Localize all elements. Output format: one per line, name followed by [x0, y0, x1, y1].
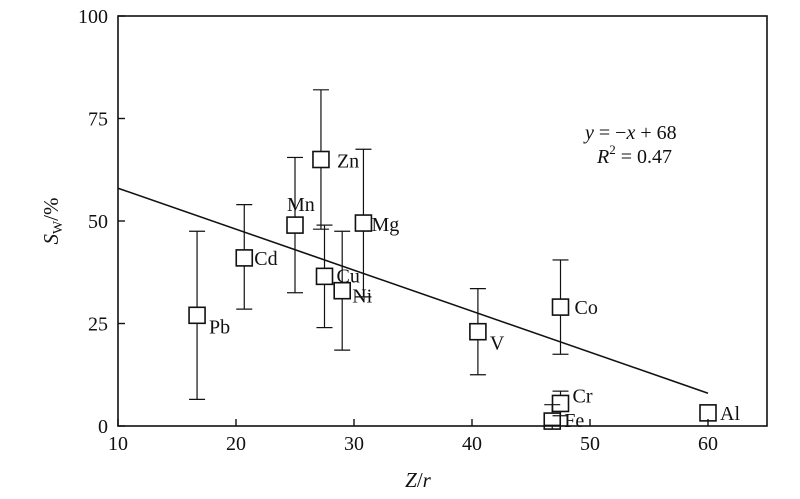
data-point-markers — [188, 150, 717, 430]
data-point-label: Co — [575, 297, 598, 319]
r-squared-text: R2 = 0.47 — [596, 142, 672, 168]
equation-y: y — [583, 122, 594, 144]
x-tick-label: 50 — [580, 433, 600, 455]
equation-text: y = −x + 68 — [583, 122, 677, 144]
x-axis-ticks: 10 20 30 40 50 60 — [108, 419, 718, 455]
equation-x: x — [625, 122, 635, 144]
data-point-marker — [354, 214, 373, 232]
data-point-marker — [699, 404, 717, 422]
data-point-label: Cr — [573, 385, 593, 407]
regression-line — [117, 187, 709, 394]
data-point-marker — [333, 281, 352, 300]
y-tick-label: 50 — [88, 211, 108, 233]
x-tick-label: 10 — [108, 433, 128, 455]
x-axis-title-main: Z — [405, 468, 417, 492]
data-point-label: V — [490, 333, 505, 355]
y-axis-title-unit: /% — [39, 197, 63, 220]
data-point-marker — [551, 394, 570, 413]
data-point-marker — [315, 267, 334, 286]
data-point-marker — [551, 298, 570, 316]
y-axis-ticks: 0 25 50 75 100 — [78, 6, 125, 438]
data-point-marker — [235, 249, 254, 267]
data-point-marker — [188, 306, 206, 325]
x-axis-title: Z/r — [405, 468, 432, 492]
y-tick-label: 25 — [88, 314, 108, 336]
data-point-marker — [543, 412, 562, 430]
y-axis-title-sub: W — [51, 220, 66, 234]
data-point-label: Zn — [337, 151, 359, 173]
equation-rhs: = − — [594, 122, 627, 144]
x-axis-title-unit: r — [423, 468, 432, 492]
data-point-marker — [286, 216, 304, 234]
data-point-label: Mn — [287, 194, 315, 216]
error-bars — [189, 89, 569, 430]
data-point-label: Al — [720, 403, 740, 425]
r-squared-tail: = 0.47 — [616, 146, 672, 168]
x-tick-label: 20 — [226, 433, 246, 455]
data-point-label: Ni — [352, 286, 372, 308]
data-point-label: Cd — [254, 248, 277, 270]
x-axis-title-sep: / — [417, 468, 423, 492]
data-point-marker — [469, 322, 487, 341]
equation-tail: + 68 — [635, 122, 676, 144]
plot-area-frame — [117, 15, 768, 427]
y-axis-title: SW/% — [39, 197, 66, 244]
r-squared-r: R — [596, 146, 609, 168]
x-tick-label: 30 — [344, 433, 364, 455]
data-point-label: Cu — [337, 265, 360, 287]
y-axis-title-main: S — [39, 234, 63, 245]
data-point-label: Mg — [371, 214, 399, 236]
y-tick-label: 75 — [88, 109, 108, 131]
x-tick-label: 40 — [462, 433, 482, 455]
data-point-label: Pb — [209, 316, 230, 338]
y-tick-label: 0 — [98, 416, 108, 438]
y-tick-label: 100 — [78, 6, 108, 28]
data-point-label: Fe — [564, 410, 584, 432]
r-squared-sup: 2 — [609, 142, 616, 157]
data-point-marker — [312, 150, 330, 169]
x-tick-label: 60 — [698, 433, 718, 455]
